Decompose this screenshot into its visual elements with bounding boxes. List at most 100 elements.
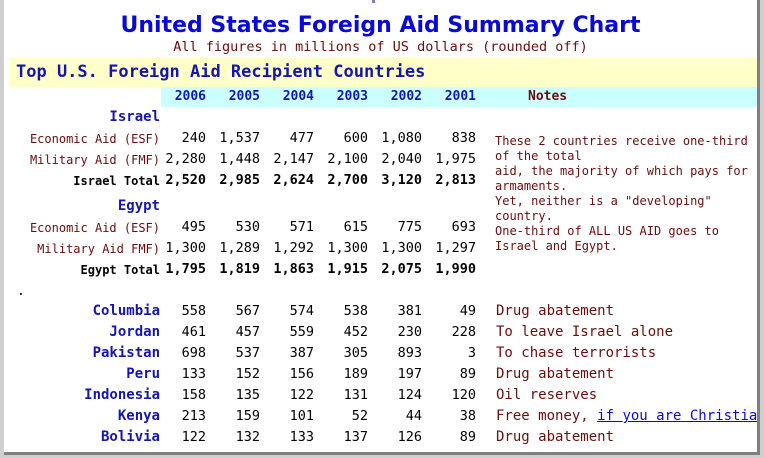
country-cell: 126 bbox=[397, 429, 422, 445]
israel-cell: 838 bbox=[451, 130, 476, 146]
egypt-cell: 571 bbox=[289, 219, 314, 235]
israel-cell: 1,537 bbox=[219, 130, 260, 146]
country-cell: 135 bbox=[235, 387, 260, 403]
country-cell: 137 bbox=[343, 429, 368, 445]
israel-cell: 3,120 bbox=[381, 172, 422, 188]
country-note-text: To chase terrorists bbox=[496, 345, 657, 361]
top-dot bbox=[372, 0, 375, 3]
country-note-text: Drug abatement bbox=[496, 429, 615, 445]
country-name: Kenya bbox=[117, 408, 160, 424]
israel-cell: 2,520 bbox=[165, 172, 206, 188]
country-cell: 52 bbox=[351, 408, 368, 424]
year-header-2004: 2004 bbox=[282, 89, 314, 104]
page-subtitle: All figures in millions of US dollars (r… bbox=[173, 39, 588, 55]
israel-cell: 2,100 bbox=[327, 151, 368, 167]
egypt-cell: 1,990 bbox=[435, 261, 476, 277]
country-cell: 461 bbox=[181, 324, 206, 340]
country-cell: 537 bbox=[235, 345, 260, 361]
israel-egypt-note: These 2 countries receive one-third of t… bbox=[495, 134, 753, 254]
israel-cell: 600 bbox=[343, 130, 368, 146]
egypt-cell: 1,819 bbox=[219, 261, 260, 277]
country-note-text: To leave Israel alone bbox=[496, 324, 674, 340]
country-note-text: Drug abatement bbox=[496, 303, 615, 319]
country-cell: 38 bbox=[459, 408, 476, 424]
country-cell: 698 bbox=[181, 345, 206, 361]
country-note: Oil reserves bbox=[496, 387, 597, 403]
country-cell: 230 bbox=[397, 324, 422, 340]
country-cell: 558 bbox=[181, 303, 206, 319]
israel-cell: 2,040 bbox=[381, 151, 422, 167]
egypt-cell: 775 bbox=[397, 219, 422, 235]
egypt-cell: 530 bbox=[235, 219, 260, 235]
country-cell: 124 bbox=[397, 387, 422, 403]
country-name: Peru bbox=[126, 366, 160, 382]
egypt-cell: 693 bbox=[451, 219, 476, 235]
israel-cell: 2,813 bbox=[435, 172, 476, 188]
country-cell: 156 bbox=[289, 366, 314, 382]
section-title: Top U.S. Foreign Aid Recipient Countries bbox=[16, 62, 426, 82]
note-line-4: One-third of ALL US AID goes to Israel a… bbox=[495, 224, 719, 253]
country-cell: 122 bbox=[289, 387, 314, 403]
country-name: Pakistan bbox=[92, 345, 160, 361]
section-header: Top U.S. Foreign Aid Recipient Countries bbox=[10, 58, 757, 87]
egypt-cell: 1,915 bbox=[327, 261, 368, 277]
country-note: Drug abatement bbox=[496, 303, 614, 319]
country-cell: 197 bbox=[397, 366, 422, 382]
israel-cell: 1,080 bbox=[381, 130, 422, 146]
egypt-cell: 1,795 bbox=[165, 261, 206, 277]
country-cell: 89 bbox=[459, 366, 476, 382]
country-cell: 101 bbox=[289, 408, 314, 424]
israel-total-label: Israel Total bbox=[73, 174, 160, 188]
year-header-2002: 2002 bbox=[390, 89, 422, 104]
israel-cell: 1,448 bbox=[219, 151, 260, 167]
year-header-2001: 2001 bbox=[444, 89, 476, 104]
year-header-2003: 2003 bbox=[336, 89, 368, 104]
country-cell: 122 bbox=[181, 429, 206, 445]
country-cell: 89 bbox=[459, 429, 476, 445]
israel-cell: 2,147 bbox=[273, 151, 314, 167]
country-cell: 132 bbox=[235, 429, 260, 445]
column-header-band bbox=[161, 87, 757, 107]
israel-esf-label: Economic Aid (ESF) bbox=[29, 132, 160, 146]
egypt-cell: 1,300 bbox=[327, 240, 368, 256]
page-title: United States Foreign Aid Summary Chart bbox=[120, 13, 641, 38]
separator-dot: . bbox=[17, 284, 25, 299]
country-israel: Israel bbox=[109, 109, 160, 125]
israel-cell: 477 bbox=[289, 130, 314, 146]
country-note: Drug abatement bbox=[496, 429, 614, 445]
egypt-cell: 1,297 bbox=[435, 240, 476, 256]
egypt-cell: 1,289 bbox=[219, 240, 260, 256]
country-cell: 457 bbox=[235, 324, 260, 340]
egypt-esf-label: Economic Aid (ESF) bbox=[29, 221, 160, 235]
country-cell: 133 bbox=[181, 366, 206, 382]
note-line-1: These 2 countries receive one-third of t… bbox=[495, 134, 748, 163]
egypt-cell: 2,075 bbox=[381, 261, 422, 277]
israel-cell: 2,280 bbox=[165, 151, 206, 167]
country-cell: 305 bbox=[343, 345, 368, 361]
country-cell: 387 bbox=[289, 345, 314, 361]
israel-fmf-label: Military Aid (FMF) bbox=[29, 153, 160, 167]
note-link[interactable]: if you are Christian bbox=[597, 408, 760, 424]
year-header-2005: 2005 bbox=[228, 89, 260, 104]
year-header-2006: 2006 bbox=[174, 89, 206, 104]
country-cell: 381 bbox=[397, 303, 422, 319]
israel-cell: 2,624 bbox=[273, 172, 314, 188]
country-cell: 131 bbox=[343, 387, 368, 403]
country-cell: 452 bbox=[343, 324, 368, 340]
country-cell: 120 bbox=[451, 387, 476, 403]
note-line-3: Yet, neither is a "developing" country. bbox=[495, 194, 712, 223]
country-cell: 893 bbox=[397, 345, 422, 361]
egypt-cell: 615 bbox=[343, 219, 368, 235]
country-note: To chase terrorists bbox=[496, 345, 656, 361]
country-cell: 44 bbox=[405, 408, 422, 424]
country-cell: 228 bbox=[451, 324, 476, 340]
country-cell: 3 bbox=[467, 345, 476, 361]
country-egypt: Egypt bbox=[117, 198, 160, 214]
country-cell: 559 bbox=[289, 324, 314, 340]
egypt-fmf-label: Military Aid FMF) bbox=[37, 242, 160, 256]
country-cell: 538 bbox=[343, 303, 368, 319]
country-cell: 574 bbox=[289, 303, 314, 319]
country-name: Columbia bbox=[92, 303, 160, 319]
israel-cell: 1,975 bbox=[435, 151, 476, 167]
page-frame: United States Foreign Aid Summary Chart … bbox=[4, 0, 760, 455]
